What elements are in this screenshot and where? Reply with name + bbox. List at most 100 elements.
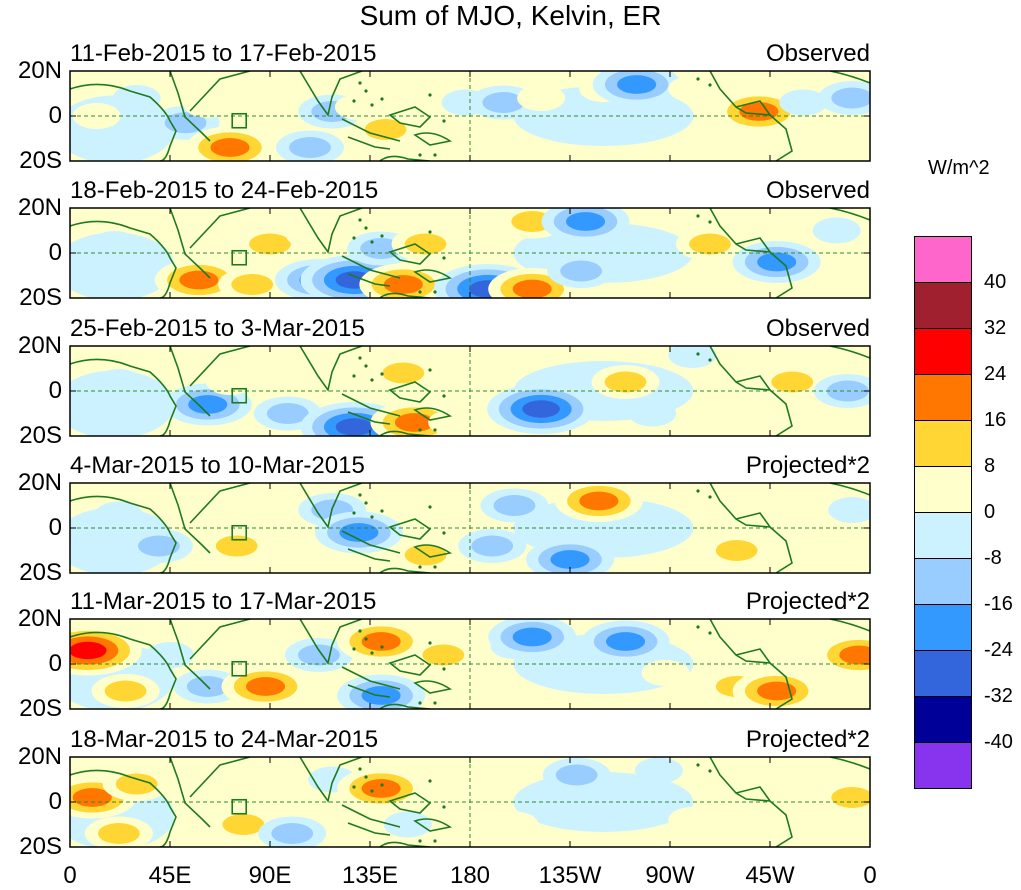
anomaly-map bbox=[69, 345, 871, 437]
island-marker bbox=[352, 99, 356, 103]
region-box bbox=[231, 387, 248, 404]
anomaly-contour bbox=[94, 501, 143, 528]
island-marker bbox=[364, 226, 368, 230]
coastline bbox=[709, 619, 793, 709]
coastline bbox=[70, 631, 177, 709]
anomaly-contour bbox=[383, 275, 423, 294]
coastline bbox=[379, 292, 431, 298]
panel-date-range: 4-Mar-2015 to 10-Mar-2015 bbox=[70, 452, 365, 479]
map-panel: 4-Mar-2015 to 10-Mar-2015 Projected*2 20N 0… bbox=[18, 452, 871, 585]
anomaly-field bbox=[70, 208, 870, 298]
coastline bbox=[735, 100, 771, 116]
latitude-tick-label: 20S bbox=[19, 695, 62, 722]
x-axis: 0 45E 90E 135E 180 135W 90W 45W 0 bbox=[63, 862, 876, 890]
coastline bbox=[70, 495, 177, 573]
island-marker bbox=[358, 218, 362, 222]
coastline bbox=[735, 375, 771, 391]
panel-status: Observed bbox=[765, 315, 870, 342]
anomaly-contour bbox=[249, 233, 291, 255]
latitude-tick-label: 20N bbox=[17, 194, 62, 221]
map-panel: 18-Feb-2015 to 24-Feb-2015 Observed 20N 0 20… bbox=[18, 177, 871, 310]
panel-date-range: 18-Mar-2015 to 24-Mar-2015 bbox=[70, 726, 379, 753]
colorbar-swatch bbox=[914, 742, 972, 789]
longitude-tick-label: 135E bbox=[341, 862, 399, 889]
anomaly-field bbox=[70, 483, 870, 573]
colorbar bbox=[914, 236, 972, 789]
island-marker bbox=[708, 495, 712, 499]
colorbar-swatch bbox=[914, 374, 972, 421]
panel-date-range: 11-Mar-2015 to 17-Mar-2015 bbox=[70, 588, 377, 615]
coastline bbox=[388, 518, 432, 540]
island-marker bbox=[352, 374, 356, 378]
coastline bbox=[413, 269, 453, 283]
island-marker bbox=[358, 356, 362, 360]
coastline bbox=[341, 530, 401, 562]
island-marker bbox=[428, 230, 432, 234]
anomaly-contour bbox=[383, 811, 432, 838]
coastline bbox=[341, 666, 401, 698]
island-marker bbox=[352, 236, 356, 240]
anomaly-contour bbox=[628, 400, 677, 427]
island-marker bbox=[370, 240, 374, 244]
coastline bbox=[379, 567, 431, 573]
island-marker bbox=[370, 789, 374, 793]
colorbar-swatch bbox=[914, 282, 972, 329]
anomaly-contour bbox=[604, 371, 647, 393]
anomaly-contour bbox=[422, 644, 465, 666]
island-marker bbox=[380, 234, 384, 238]
coastline bbox=[709, 71, 793, 161]
coastline bbox=[413, 407, 453, 421]
island-marker bbox=[696, 763, 700, 767]
coastline bbox=[341, 255, 401, 287]
anomaly-contour bbox=[783, 533, 832, 559]
coastline bbox=[709, 346, 793, 436]
latitude-tick-label: 0 bbox=[48, 102, 62, 129]
longitude-tick-label: 0 bbox=[63, 862, 77, 889]
anomaly-contour bbox=[493, 495, 536, 516]
anomaly-contour bbox=[689, 233, 731, 255]
anomaly-contour bbox=[334, 94, 383, 120]
coastline bbox=[709, 757, 793, 847]
coastline bbox=[413, 818, 453, 832]
panel-status: Observed bbox=[765, 177, 870, 204]
longitude-tick-label: 0 bbox=[863, 862, 877, 889]
anomaly-contour bbox=[668, 76, 717, 102]
anomaly-contour bbox=[831, 87, 870, 109]
anomaly-contour bbox=[512, 279, 552, 298]
anomaly-contour bbox=[379, 89, 428, 116]
anomaly-contour bbox=[297, 644, 340, 666]
chart-title: Sum of MJO, Kelvin, ER bbox=[359, 0, 662, 31]
coastline bbox=[341, 118, 401, 150]
anomaly-contour bbox=[634, 757, 683, 784]
anomaly-map bbox=[69, 756, 871, 848]
anomaly-contour bbox=[715, 540, 758, 561]
panel-date-range: 25-Feb-2015 to 3-Mar-2015 bbox=[70, 315, 365, 342]
island-marker bbox=[433, 153, 437, 157]
longitude-tick-label: 45W bbox=[745, 862, 795, 889]
latitude-tick-label: 0 bbox=[48, 514, 62, 541]
anomaly-contour bbox=[404, 233, 447, 255]
island-marker bbox=[380, 97, 384, 101]
region-box bbox=[231, 798, 248, 815]
colorbar-swatch bbox=[914, 328, 972, 375]
colorbar-swatch bbox=[914, 466, 972, 513]
island-marker bbox=[380, 372, 384, 376]
anomaly-contour bbox=[70, 641, 107, 660]
anomaly-contour bbox=[404, 544, 447, 566]
coastline bbox=[341, 393, 401, 425]
anomaly-contour bbox=[231, 274, 274, 295]
anomaly-contour bbox=[94, 369, 143, 395]
island-marker bbox=[708, 220, 712, 224]
island-marker bbox=[696, 352, 700, 356]
coastline bbox=[735, 786, 771, 802]
latitude-tick-label: 20S bbox=[19, 559, 62, 586]
island-marker bbox=[442, 119, 446, 123]
coastline bbox=[709, 483, 793, 573]
coastline bbox=[169, 757, 211, 828]
anomaly-contour bbox=[104, 680, 147, 702]
coastline bbox=[735, 512, 771, 528]
island-marker bbox=[428, 93, 432, 97]
latitude-tick-label: 0 bbox=[48, 788, 62, 815]
longitude-tick-label: 45E bbox=[148, 862, 192, 889]
anomaly-contour bbox=[522, 400, 560, 418]
